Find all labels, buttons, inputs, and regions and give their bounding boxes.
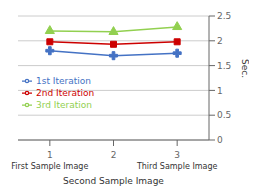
svg-text:2.5: 2.5 (217, 11, 231, 21)
svg-text:2: 2 (111, 150, 117, 160)
svg-text:First Sample Image: First Sample Image (11, 162, 88, 171)
html-text:3rd Iteration: 3rd Iteration (36, 99, 92, 110)
svg-text:Sec.: Sec. (240, 59, 249, 78)
svg-text:1: 1 (217, 86, 223, 96)
svg-text:3: 3 (174, 150, 180, 160)
svg-text:1: 1 (47, 150, 53, 160)
svg-text:2: 2 (217, 36, 223, 46)
html-text:1st Iteration: 1st Iteration (36, 75, 91, 86)
svg-text:0: 0 (217, 135, 223, 145)
svg-text:Second Sample Image: Second Sample Image (63, 176, 164, 186)
svg-text:0.5: 0.5 (217, 110, 231, 120)
svg-text:1.5: 1.5 (217, 61, 231, 71)
html-text:2nd Iteration: 2nd Iteration (36, 87, 95, 98)
svg-text:Third Sample Image: Third Sample Image (136, 162, 218, 171)
